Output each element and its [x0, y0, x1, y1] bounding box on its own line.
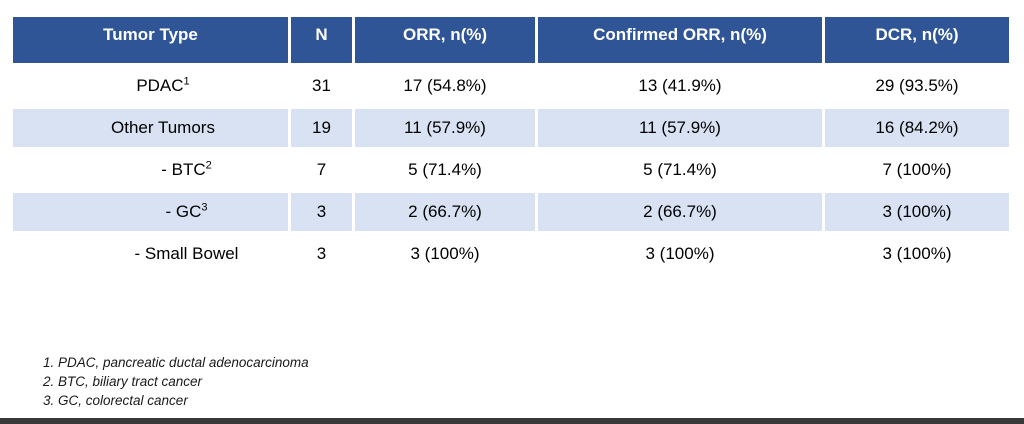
footnote-btc: 2. BTC, biliary tract cancer	[43, 374, 203, 389]
cell-tumor-type: - Small Bowel	[13, 235, 288, 273]
footnote-gc: 3. GC, colorectal cancer	[43, 393, 188, 408]
cell-tumor-type: Other Tumors	[13, 109, 288, 147]
cell-tumor-type: PDAC1	[13, 67, 288, 105]
col-header-n: N	[291, 17, 352, 63]
row-label: Other Tumors	[111, 118, 215, 137]
col-header-orr: ORR, n(%)	[355, 17, 535, 63]
col-header-confirmed-orr: Confirmed ORR, n(%)	[538, 17, 822, 63]
footnote-pdac: 1. PDAC, pancreatic ductal adenocarcinom…	[43, 355, 309, 370]
header-row: Tumor Type N ORR, n(%) Confirmed ORR, n(…	[13, 17, 1009, 63]
row-label: PDAC	[136, 76, 184, 95]
cell-dcr: 3 (100%)	[882, 244, 952, 263]
cell-n: 3	[316, 244, 327, 263]
cell-confirmed-orr: 2 (66.7%)	[538, 193, 822, 231]
cell-orr: 11 (57.9%)	[355, 109, 535, 147]
col-header-tumor-type: Tumor Type	[13, 17, 288, 63]
results-table: Tumor Type N ORR, n(%) Confirmed ORR, n(…	[10, 13, 1012, 277]
row-label: - BTC	[161, 160, 206, 179]
cell-dcr: 29 (93.5%)	[875, 76, 959, 95]
col-header-dcr: DCR, n(%)	[825, 17, 1009, 63]
cell-dcr: 3 (100%)	[825, 193, 1009, 231]
cell-orr: 17 (54.8%)	[403, 76, 487, 95]
cell-dcr: 16 (84.2%)	[825, 109, 1009, 147]
cell-n: 31	[312, 76, 331, 95]
footnotes-block: 1. PDAC, pancreatic ductal adenocarcinom…	[43, 353, 309, 410]
cell-n: 7	[316, 160, 327, 179]
table-row-small-bowel: - Small Bowel 3 3 (100%) 3 (100%) 3 (100…	[13, 235, 1009, 273]
footnote-marker: 2	[205, 159, 212, 172]
cell-confirmed-orr: 11 (57.9%)	[538, 109, 822, 147]
cell-tumor-type: - BTC2	[13, 151, 288, 189]
cell-n: 19	[291, 109, 352, 147]
footnote-marker: 3	[201, 201, 208, 214]
row-label: - GC	[165, 202, 202, 221]
row-label: - Small Bowel	[134, 244, 239, 263]
cell-orr: 2 (66.7%)	[355, 193, 535, 231]
cell-orr: 5 (71.4%)	[408, 160, 482, 179]
table-row-pdac: PDAC1 31 17 (54.8%) 13 (41.9%) 29 (93.5%…	[13, 67, 1009, 105]
table-row-other-tumors: Other Tumors 19 11 (57.9%) 11 (57.9%) 16…	[13, 109, 1009, 147]
bottom-divider-bar	[0, 418, 1024, 424]
cell-tumor-type: - GC3	[13, 193, 288, 231]
cell-n: 3	[291, 193, 352, 231]
cell-dcr: 7 (100%)	[882, 160, 952, 179]
table-row-btc: - BTC2 7 5 (71.4%) 5 (71.4%) 7 (100%)	[13, 151, 1009, 189]
footnote-marker: 1	[183, 75, 190, 88]
table-row-gc: - GC3 3 2 (66.7%) 2 (66.7%) 3 (100%)	[13, 193, 1009, 231]
cell-orr: 3 (100%)	[410, 244, 480, 263]
cell-confirmed-orr: 5 (71.4%)	[643, 160, 717, 179]
cell-confirmed-orr: 13 (41.9%)	[638, 76, 722, 95]
cell-confirmed-orr: 3 (100%)	[645, 244, 715, 263]
